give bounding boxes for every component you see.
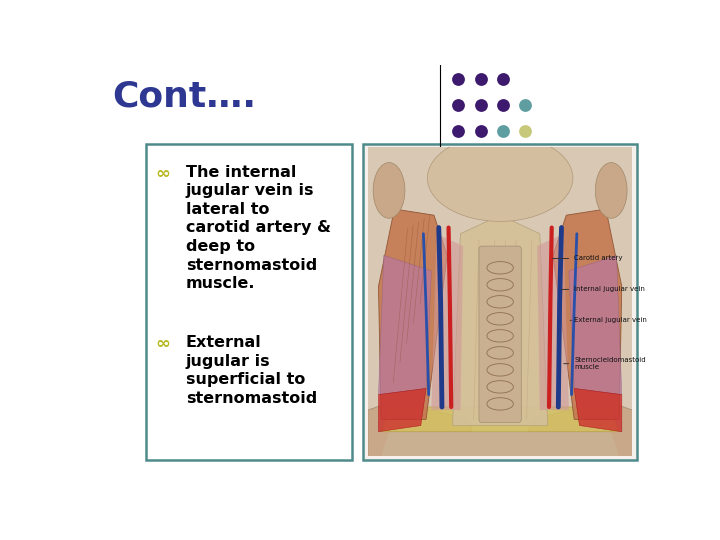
Point (453, 126, 464, 135)
Text: The internal
jugular vein is
lateral to
carotid artery &
deep to
sternomastoid
m: The internal jugular vein is lateral to … (186, 165, 331, 291)
Polygon shape (537, 234, 569, 410)
Polygon shape (381, 407, 619, 432)
Polygon shape (379, 209, 447, 420)
Point (520, 126, 531, 135)
Ellipse shape (428, 135, 573, 221)
Point (520, 178, 531, 187)
Point (453, 101, 464, 110)
Point (475, 152, 487, 161)
FancyBboxPatch shape (368, 147, 632, 456)
FancyBboxPatch shape (145, 144, 352, 460)
Ellipse shape (373, 163, 405, 218)
Point (453, 178, 464, 187)
Point (453, 255, 464, 264)
Text: External
jugular is
superficial to
sternomastoid: External jugular is superficial to stern… (186, 335, 318, 406)
Point (497, 126, 508, 135)
Text: External jugular vein: External jugular vein (570, 318, 647, 323)
FancyBboxPatch shape (479, 246, 521, 422)
Point (453, 75, 464, 84)
Polygon shape (574, 388, 622, 432)
Polygon shape (569, 255, 622, 395)
Text: Cont….: Cont…. (112, 79, 256, 113)
Point (475, 126, 487, 135)
Point (453, 152, 464, 161)
Text: Sternocleidomastoid
muscle: Sternocleidomastoid muscle (564, 357, 646, 370)
Text: ∞: ∞ (156, 165, 171, 183)
Point (475, 281, 487, 290)
Point (497, 204, 508, 213)
FancyBboxPatch shape (364, 144, 637, 460)
Point (475, 101, 487, 110)
Point (520, 101, 531, 110)
Point (475, 75, 487, 84)
Polygon shape (453, 215, 548, 426)
Point (520, 204, 531, 213)
Point (520, 152, 531, 161)
Point (475, 255, 487, 264)
Text: ∞: ∞ (156, 335, 171, 353)
Point (453, 281, 464, 290)
Point (497, 101, 508, 110)
Point (497, 230, 508, 238)
Ellipse shape (595, 163, 627, 218)
Point (475, 178, 487, 187)
Polygon shape (381, 432, 619, 456)
Text: Carotid artery: Carotid artery (553, 255, 623, 261)
Point (497, 255, 508, 264)
Polygon shape (553, 209, 622, 420)
Polygon shape (521, 401, 632, 456)
Polygon shape (431, 234, 463, 410)
Polygon shape (379, 255, 431, 395)
Point (475, 204, 487, 213)
Polygon shape (368, 401, 479, 456)
Point (497, 75, 508, 84)
Polygon shape (379, 388, 426, 432)
Point (497, 178, 508, 187)
Point (475, 230, 487, 238)
Point (453, 204, 464, 213)
Point (497, 152, 508, 161)
Text: Internal jugular vein: Internal jugular vein (561, 286, 645, 293)
Point (520, 230, 531, 238)
Point (453, 230, 464, 238)
